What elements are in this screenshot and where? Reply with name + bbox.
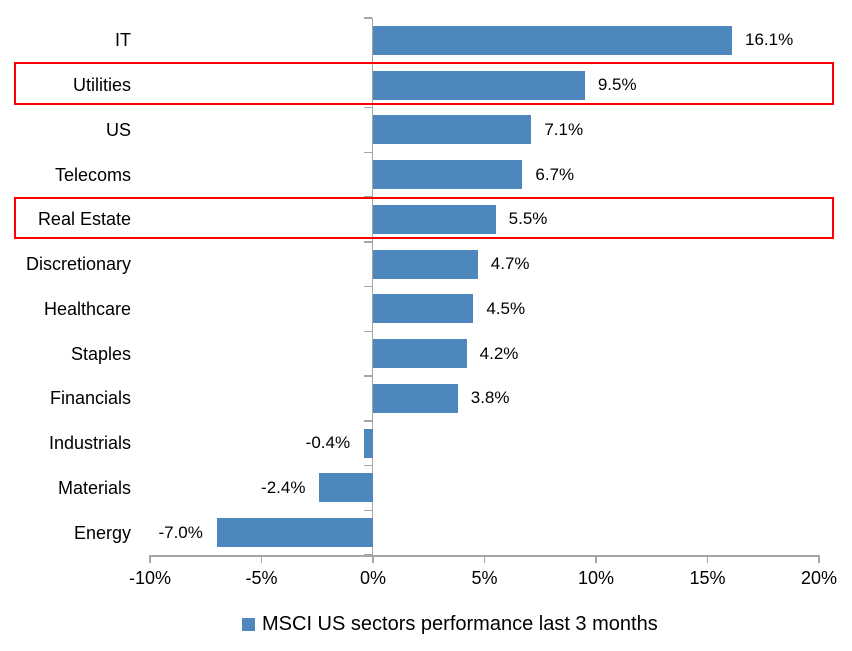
category-axis-tick [363, 285, 372, 288]
value-axis-tick-label: -10% [128, 568, 172, 588]
bar [373, 383, 458, 413]
category-axis-tick [363, 375, 372, 377]
category-axis-tick [363, 330, 372, 332]
legend-swatch-icon [242, 617, 255, 631]
value-axis-tick [149, 555, 151, 563]
value-axis-tick-label: 0% [359, 568, 386, 588]
category-axis-line [371, 18, 373, 557]
bar [364, 428, 373, 458]
bar [319, 473, 373, 503]
value-axis-tick [818, 555, 820, 563]
bar [373, 204, 496, 234]
category-label: Materials [57, 477, 131, 498]
category-label: Industrials [48, 433, 131, 454]
value-axis-tick [706, 555, 709, 563]
category-label: Real Estate [37, 209, 131, 230]
value-label: 4.7% [490, 254, 530, 274]
category-axis-tick [363, 464, 372, 467]
value-label: -7.0% [158, 522, 203, 542]
bar [373, 70, 585, 100]
category-label: Financials [49, 388, 131, 409]
bar [373, 294, 474, 324]
value-axis-tick-label: 10% [577, 568, 615, 588]
category-axis-tick [363, 420, 372, 422]
value-axis-tick [483, 555, 486, 563]
value-axis-tick [595, 555, 597, 563]
bar [373, 25, 733, 55]
category-axis-tick [363, 241, 372, 243]
category-label: Discretionary [25, 254, 131, 275]
value-label: -2.4% [261, 477, 306, 497]
category-label: Staples [70, 343, 131, 364]
value-label: 4.5% [486, 298, 526, 318]
value-axis-tick-label: -5% [245, 568, 278, 588]
bar [216, 518, 373, 548]
bar [373, 160, 523, 190]
value-axis-tick-label: 5% [471, 568, 498, 588]
bar [373, 339, 467, 369]
value-label: 6.7% [535, 164, 575, 184]
value-label: -0.4% [305, 433, 351, 453]
value-label: 9.5% [597, 75, 637, 95]
category-label: IT [115, 30, 131, 51]
value-axis-tick-label: 15% [689, 568, 726, 588]
bar [373, 249, 478, 279]
category-label: Energy [73, 522, 131, 543]
highlight-box-utilities [14, 62, 834, 105]
value-label: 16.1% [745, 30, 794, 50]
category-label: US [105, 119, 131, 140]
bar [373, 115, 532, 145]
legend: MSCI US sectors performance last 3 month… [242, 612, 658, 636]
value-axis-tick-label: 20% [800, 568, 838, 588]
category-label: Telecoms [54, 164, 131, 185]
legend-label: MSCI US sectors performance last 3 month… [262, 613, 658, 635]
category-label: Healthcare [43, 298, 131, 319]
value-axis-tick [372, 555, 374, 563]
value-label: 7.1% [544, 119, 584, 139]
value-label: 5.5% [508, 209, 548, 229]
value-axis-tick [260, 555, 263, 563]
category-axis-tick [363, 151, 372, 153]
category-label: Utilities [72, 75, 131, 96]
highlight-box-real-estate [14, 196, 834, 239]
value-label: 3.8% [470, 388, 510, 408]
value-label: 4.2% [479, 343, 519, 363]
category-axis-tick [363, 106, 372, 109]
category-axis-tick [363, 17, 372, 19]
category-axis-tick [363, 554, 372, 556]
category-axis-tick [363, 509, 372, 511]
